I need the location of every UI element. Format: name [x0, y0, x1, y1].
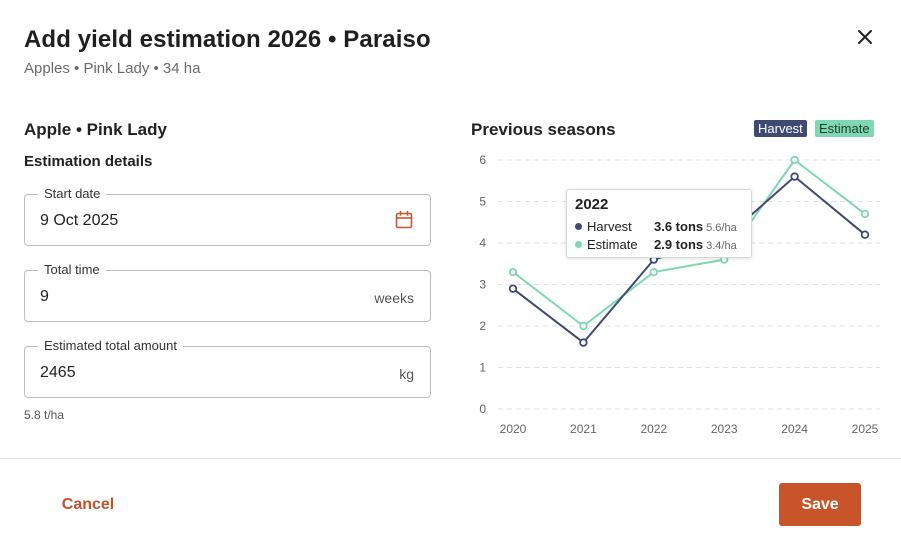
tooltip-harvest-value: 3.6 tons — [654, 219, 704, 234]
chart-tooltip: 2022 Harvest 3.6 tons 5.6/ha Estimate 2.9 t… — [566, 189, 752, 258]
y-tick-label: 5 — [479, 195, 486, 209]
estimate-dot-icon — [575, 241, 582, 248]
y-tick-label: 1 — [479, 361, 486, 375]
x-tick-label: 2022 — [640, 422, 667, 436]
save-button[interactable]: Save — [779, 483, 861, 526]
y-tick-label: 0 — [479, 402, 486, 416]
y-tick-label: 3 — [479, 278, 486, 292]
tooltip-harvest-name: Harvest — [587, 219, 632, 234]
series-line-estimate — [512, 159, 866, 327]
legend-estimate: Estimate — [815, 120, 874, 137]
legend-harvest: Harvest — [754, 120, 807, 137]
data-point-harvest — [860, 230, 870, 239]
total-time-value[interactable]: 9 — [40, 288, 49, 305]
total-time-unit: weeks — [374, 290, 414, 306]
data-point-estimate — [860, 209, 870, 219]
data-point-harvest — [579, 338, 588, 347]
estimated-amount-field[interactable]: Estimated total amount 2465 kg — [24, 338, 431, 398]
footer-divider — [0, 458, 901, 459]
start-date-value[interactable]: 9 Oct 2025 — [40, 212, 119, 229]
cancel-button[interactable]: Cancel — [52, 490, 124, 520]
data-point-harvest — [790, 172, 799, 181]
tooltip-estimate-row: Estimate 2.9 tons 3.4/ha — [575, 237, 737, 252]
y-tick-label: 4 — [479, 236, 486, 250]
y-tick-label: 2 — [479, 319, 486, 333]
x-tick-label: 2024 — [781, 422, 808, 436]
estimated-amount-unit: kg — [399, 366, 414, 382]
total-time-label: Total time — [38, 262, 106, 278]
estimated-amount-label: Estimated total amount — [38, 338, 183, 354]
data-point-estimate — [790, 155, 799, 165]
x-tick-label: 2023 — [711, 422, 738, 436]
yield-per-hectare-helper: 5.8 t/ha — [24, 408, 65, 422]
x-tick-label: 2025 — [852, 422, 879, 436]
tooltip-harvest-rate: 5.6/ha — [706, 222, 737, 234]
tooltip-estimate-rate: 3.4/ha — [706, 240, 737, 252]
y-tick-label: 6 — [479, 153, 486, 167]
total-time-field[interactable]: Total time 9 weeks — [24, 262, 431, 322]
estimation-details-heading: Estimation details — [24, 153, 153, 170]
close-icon — [858, 30, 872, 44]
crop-title: Apple • Pink Lady — [24, 120, 167, 139]
x-tick-label: 2020 — [500, 422, 527, 436]
estimated-amount-value[interactable]: 2465 — [40, 364, 76, 381]
previous-seasons-chart: 0 1 2 3 4 5 6 2020 2021 2022 2023 2024 2025 — [479, 153, 880, 436]
dialog-title: Add yield estimation 2026 • Paraiso — [24, 26, 431, 53]
start-date-field[interactable]: Start date 9 Oct 2025 — [24, 186, 431, 246]
calendar-button[interactable] — [394, 210, 414, 230]
tooltip-estimate-name: Estimate — [587, 237, 638, 252]
harvest-dot-icon — [575, 223, 582, 230]
calendar-icon — [395, 210, 413, 229]
tooltip-harvest-row: Harvest 3.6 tons 5.6/ha — [575, 219, 737, 234]
data-point-harvest — [508, 284, 518, 293]
x-tick-label: 2021 — [570, 422, 597, 436]
data-point-estimate — [508, 267, 518, 277]
chart-title: Previous seasons — [471, 120, 616, 139]
close-button[interactable] — [852, 24, 878, 50]
dialog-subtitle: Apples • Pink Lady • 34 ha — [24, 60, 201, 77]
tooltip-estimate-value: 2.9 tons — [654, 237, 704, 252]
data-point-estimate — [649, 267, 658, 277]
start-date-label: Start date — [38, 186, 107, 202]
data-point-estimate — [579, 321, 588, 331]
tooltip-year: 2022 — [575, 196, 609, 213]
